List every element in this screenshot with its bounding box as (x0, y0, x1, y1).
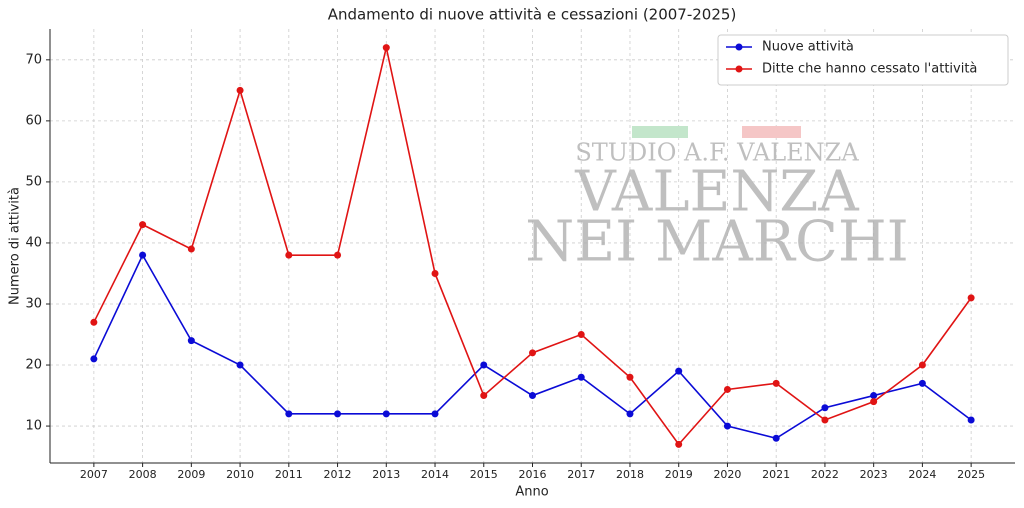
data-point (723, 422, 731, 430)
data-point (382, 44, 390, 52)
x-tick-label: 2009 (177, 468, 205, 481)
legend: Nuove attività Ditte che hanno cessato l'… (717, 34, 1009, 86)
data-point (431, 410, 439, 418)
y-tick-label: 50 (25, 174, 42, 189)
data-point (90, 318, 98, 326)
legend-label: Nuove attività (762, 40, 854, 55)
data-point (918, 361, 926, 369)
data-point (480, 361, 488, 369)
plot-area (90, 44, 975, 448)
x-tick-label: 2025 (957, 468, 985, 481)
x-tick-label: 2015 (470, 468, 498, 481)
x-tick-label: 2008 (129, 468, 157, 481)
x-tick-label: 2019 (665, 468, 693, 481)
watermark-text: VALENZA (574, 160, 859, 225)
y-tick-label: 10 (25, 419, 42, 434)
y-tick-label: 40 (25, 235, 42, 250)
data-point (626, 373, 634, 381)
x-axis-label: Anno (515, 485, 548, 500)
data-point (821, 416, 829, 424)
legend-marker (735, 65, 743, 73)
data-point (821, 404, 829, 412)
legend-label: Ditte che hanno cessato l'attività (762, 62, 977, 77)
data-point (382, 410, 390, 418)
data-point (139, 221, 147, 229)
data-point (626, 410, 634, 418)
x-tick-label: 2013 (372, 468, 400, 481)
watermark-text: STUDIO A.F. VALENZA (575, 139, 859, 167)
x-tick-label: 2012 (324, 468, 352, 481)
y-axis-label: Numero di attività (8, 187, 23, 305)
x-tick-label: 2014 (421, 468, 449, 481)
data-point (870, 398, 878, 406)
data-point (723, 385, 731, 393)
x-tick-label: 2011 (275, 468, 303, 481)
x-tick-label: 2021 (762, 468, 790, 481)
data-point (870, 392, 878, 400)
x-tick-label: 2022 (811, 468, 839, 481)
data-point (480, 392, 488, 400)
y-tick-label: 20 (25, 358, 42, 373)
data-point (334, 251, 342, 259)
legend-box (717, 34, 1009, 86)
data-point (334, 410, 342, 418)
data-point (236, 361, 244, 369)
data-point (187, 245, 195, 253)
data-point (772, 379, 780, 387)
data-point (577, 331, 585, 339)
data-point (139, 251, 147, 259)
watermark: STUDIO A.F. VALENZA VALENZA NEI MARCHI (525, 126, 909, 275)
x-tick-label: 2016 (519, 468, 547, 481)
data-point (285, 410, 293, 418)
data-point (967, 294, 975, 302)
x-tick-label: 2024 (908, 468, 936, 481)
x-tick-label: 2023 (860, 468, 888, 481)
data-point (577, 373, 585, 381)
data-point (529, 392, 536, 400)
y-tick-label: 70 (25, 52, 42, 67)
watermark-text: NEI MARCHI (525, 210, 909, 275)
watermark-green-bar (632, 126, 688, 138)
x-tick-label: 2017 (567, 468, 595, 481)
data-point (90, 355, 98, 363)
data-point (772, 434, 780, 442)
data-point (529, 349, 536, 357)
x-tick-label: 2007 (80, 468, 108, 481)
legend-marker (735, 43, 743, 51)
y-tick-label: 60 (25, 113, 42, 128)
data-point (431, 269, 439, 277)
data-point (285, 251, 293, 259)
y-tick-label: 30 (25, 296, 42, 311)
data-point (675, 440, 683, 448)
data-point (675, 367, 683, 375)
x-tick-label: 2010 (226, 468, 254, 481)
data-point (967, 416, 975, 424)
watermark-red-bar (742, 126, 801, 138)
x-tick-label: 2018 (616, 468, 644, 481)
chart-title: Andamento di nuove attività e cessazioni… (328, 6, 737, 24)
x-tick-label: 2020 (713, 468, 741, 481)
data-point (187, 337, 195, 345)
data-point (236, 86, 244, 94)
data-point (918, 379, 926, 387)
